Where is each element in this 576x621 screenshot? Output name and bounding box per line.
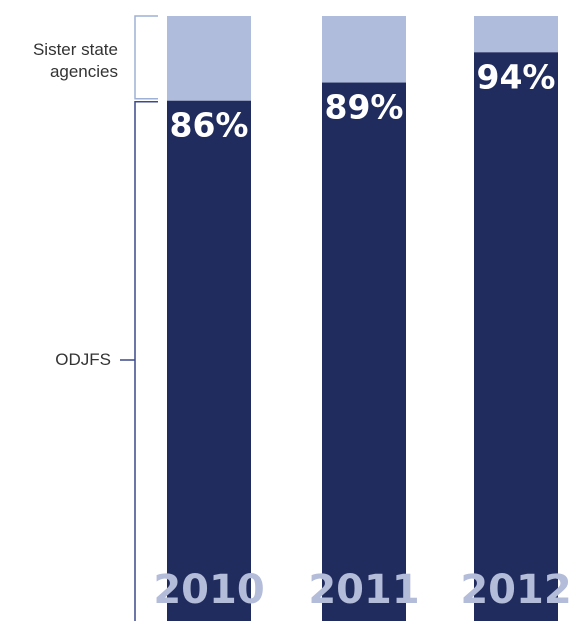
bars-group <box>167 16 558 621</box>
sister-agencies-label-line2: agencies <box>50 62 118 81</box>
bar-odjfs-2010 <box>167 100 251 621</box>
category-label-2010: 2010 <box>153 567 264 613</box>
data-label-2012: 94% <box>477 57 556 96</box>
category-label-2012: 2012 <box>460 567 571 613</box>
sister-agencies-bracket <box>134 15 158 100</box>
bracket-legend: Sister state agencies ODJFS <box>33 15 158 621</box>
data-label-2010: 86% <box>170 106 249 145</box>
bar-sister-agencies-2010 <box>167 16 251 101</box>
bar-sister-agencies-2011 <box>322 16 406 83</box>
bar-sister-agencies-2012 <box>474 16 558 53</box>
bar-odjfs-2012 <box>474 52 558 621</box>
bar-odjfs-2011 <box>322 82 406 621</box>
category-label-2011: 2011 <box>308 567 419 613</box>
odjfs-bracket <box>120 100 158 621</box>
labels-group: 86% 2010 89% 2011 94% 2012 <box>153 57 571 613</box>
data-label-2011: 89% <box>325 88 404 127</box>
sister-agencies-label-line1: Sister state <box>33 40 118 59</box>
odjfs-label: ODJFS <box>55 350 111 369</box>
